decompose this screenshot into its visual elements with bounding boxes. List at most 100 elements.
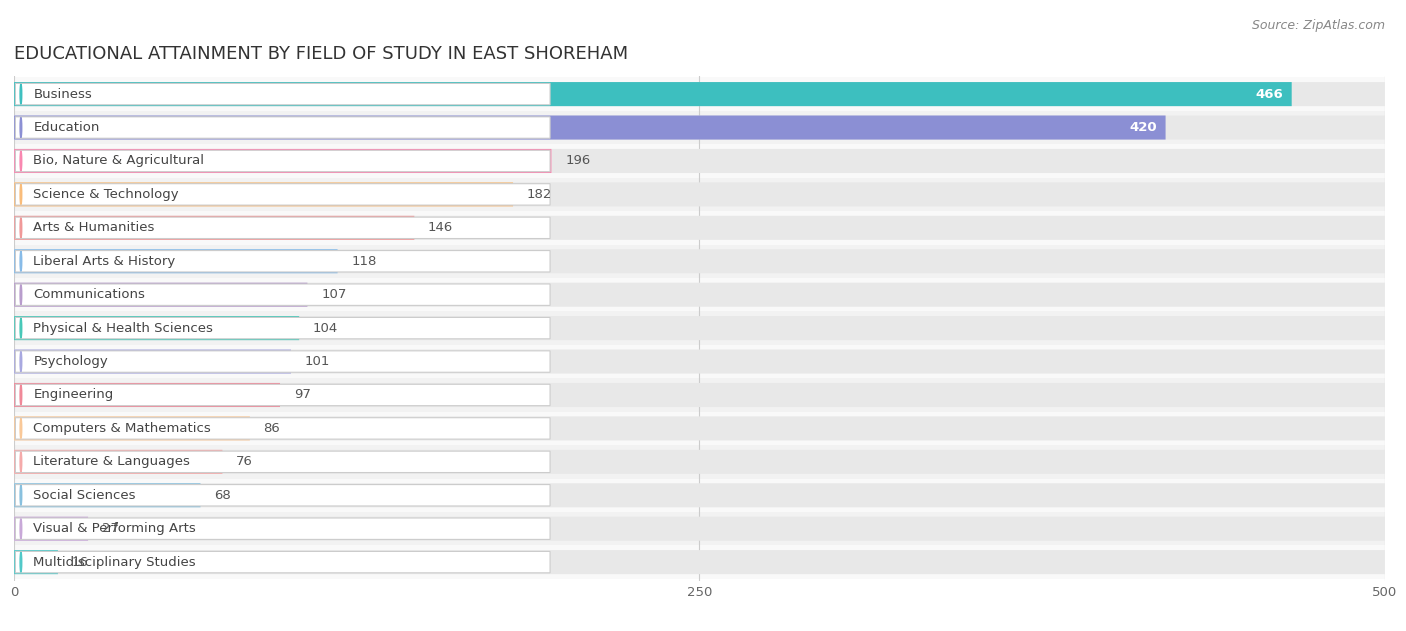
Text: Social Sciences: Social Sciences — [34, 489, 136, 502]
FancyBboxPatch shape — [15, 117, 550, 138]
Bar — [0, 144, 1406, 178]
Text: 466: 466 — [1256, 88, 1284, 100]
Text: Liberal Arts & History: Liberal Arts & History — [34, 255, 176, 268]
FancyBboxPatch shape — [14, 182, 1385, 206]
FancyBboxPatch shape — [14, 182, 513, 206]
FancyBboxPatch shape — [14, 350, 1385, 374]
FancyBboxPatch shape — [14, 283, 308, 307]
Text: Literature & Languages: Literature & Languages — [34, 456, 190, 468]
FancyBboxPatch shape — [14, 416, 250, 440]
Circle shape — [20, 318, 21, 338]
Text: 27: 27 — [101, 522, 118, 535]
Text: 76: 76 — [236, 456, 253, 468]
Bar — [0, 345, 1406, 378]
Text: Psychology: Psychology — [34, 355, 108, 368]
Text: 107: 107 — [321, 288, 346, 301]
FancyBboxPatch shape — [14, 416, 1385, 440]
FancyBboxPatch shape — [14, 450, 222, 474]
Text: Computers & Mathematics: Computers & Mathematics — [34, 422, 211, 435]
Text: 146: 146 — [427, 221, 453, 234]
FancyBboxPatch shape — [15, 184, 550, 205]
Bar — [0, 278, 1406, 312]
Circle shape — [20, 251, 21, 271]
Text: EDUCATIONAL ATTAINMENT BY FIELD OF STUDY IN EAST SHOREHAM: EDUCATIONAL ATTAINMENT BY FIELD OF STUDY… — [14, 45, 628, 63]
Text: Communications: Communications — [34, 288, 145, 301]
FancyBboxPatch shape — [14, 450, 1385, 474]
Circle shape — [20, 151, 21, 171]
Text: Education: Education — [34, 121, 100, 134]
Circle shape — [20, 452, 21, 472]
FancyBboxPatch shape — [15, 451, 550, 473]
Circle shape — [20, 84, 21, 104]
Bar — [0, 245, 1406, 278]
FancyBboxPatch shape — [14, 517, 89, 541]
Bar — [0, 512, 1406, 545]
Text: Engineering: Engineering — [34, 389, 114, 401]
Circle shape — [20, 351, 21, 372]
Circle shape — [20, 184, 21, 204]
Bar — [0, 312, 1406, 345]
Circle shape — [20, 485, 21, 505]
Circle shape — [20, 117, 21, 138]
Text: 182: 182 — [527, 188, 553, 201]
Text: 16: 16 — [72, 556, 89, 569]
Bar — [0, 178, 1406, 211]
Text: 101: 101 — [305, 355, 330, 368]
Bar — [0, 445, 1406, 478]
Bar — [0, 411, 1406, 445]
Bar — [0, 378, 1406, 411]
FancyBboxPatch shape — [14, 216, 1385, 240]
Circle shape — [20, 552, 21, 572]
Circle shape — [20, 385, 21, 405]
FancyBboxPatch shape — [14, 383, 280, 407]
FancyBboxPatch shape — [14, 550, 1385, 574]
Bar — [0, 78, 1406, 111]
FancyBboxPatch shape — [14, 550, 58, 574]
FancyBboxPatch shape — [14, 316, 1385, 340]
FancyBboxPatch shape — [15, 217, 550, 239]
FancyBboxPatch shape — [14, 283, 1385, 307]
Circle shape — [20, 285, 21, 305]
Text: 420: 420 — [1130, 121, 1157, 134]
FancyBboxPatch shape — [15, 251, 550, 272]
Text: Visual & Performing Arts: Visual & Performing Arts — [34, 522, 195, 535]
FancyBboxPatch shape — [15, 418, 550, 439]
FancyBboxPatch shape — [14, 483, 201, 507]
FancyBboxPatch shape — [14, 149, 551, 173]
Text: 196: 196 — [565, 155, 591, 167]
FancyBboxPatch shape — [14, 82, 1385, 106]
FancyBboxPatch shape — [14, 249, 1385, 273]
FancyBboxPatch shape — [14, 82, 1292, 106]
Circle shape — [20, 418, 21, 439]
Text: 97: 97 — [294, 389, 311, 401]
Bar — [0, 545, 1406, 579]
Bar — [0, 111, 1406, 144]
Circle shape — [20, 218, 21, 238]
FancyBboxPatch shape — [14, 483, 1385, 507]
Text: Physical & Health Sciences: Physical & Health Sciences — [34, 322, 214, 334]
Text: Business: Business — [34, 88, 91, 100]
FancyBboxPatch shape — [15, 351, 550, 372]
Text: 86: 86 — [263, 422, 280, 435]
FancyBboxPatch shape — [14, 517, 1385, 541]
Bar — [0, 211, 1406, 245]
FancyBboxPatch shape — [15, 518, 550, 540]
FancyBboxPatch shape — [14, 115, 1166, 139]
FancyBboxPatch shape — [14, 350, 291, 374]
Text: 118: 118 — [352, 255, 377, 268]
FancyBboxPatch shape — [14, 115, 1385, 139]
FancyBboxPatch shape — [15, 485, 550, 506]
FancyBboxPatch shape — [15, 317, 550, 339]
Text: 104: 104 — [314, 322, 339, 334]
Text: Arts & Humanities: Arts & Humanities — [34, 221, 155, 234]
Bar — [0, 478, 1406, 512]
FancyBboxPatch shape — [15, 384, 550, 406]
FancyBboxPatch shape — [14, 249, 337, 273]
FancyBboxPatch shape — [15, 284, 550, 305]
FancyBboxPatch shape — [14, 316, 299, 340]
Text: 68: 68 — [214, 489, 231, 502]
Text: Science & Technology: Science & Technology — [34, 188, 179, 201]
FancyBboxPatch shape — [15, 83, 550, 105]
FancyBboxPatch shape — [14, 383, 1385, 407]
Circle shape — [20, 519, 21, 539]
